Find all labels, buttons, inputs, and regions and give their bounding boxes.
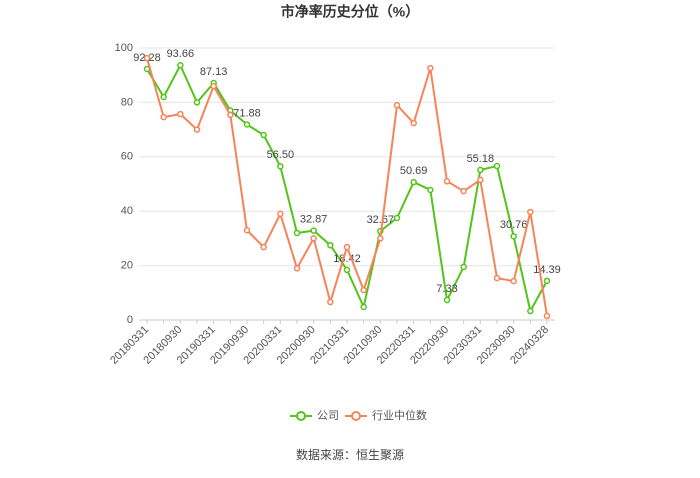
y-tick-label: 60 (121, 151, 133, 163)
legend-marker (296, 411, 306, 421)
point (310, 235, 317, 242)
point (327, 298, 334, 306)
legend-label: 行业中位数 (372, 408, 427, 422)
line (146, 57, 548, 317)
point (277, 210, 284, 218)
point (227, 111, 234, 119)
point (343, 266, 351, 274)
legend-label: 公司 (317, 410, 339, 422)
point (143, 54, 151, 62)
point (477, 166, 484, 174)
point (543, 312, 551, 320)
point (243, 121, 251, 128)
point (260, 131, 267, 139)
point (510, 233, 517, 240)
data-label: 71.88 (233, 107, 261, 119)
data-label: 18.42 (333, 253, 361, 265)
point (177, 110, 184, 118)
point (260, 243, 267, 251)
chart-title: 市净率历史分位（%） (281, 4, 419, 20)
legend-marker (351, 411, 361, 421)
point (527, 307, 534, 315)
data-label: 93.66 (167, 48, 195, 60)
point (177, 61, 184, 69)
point (343, 243, 351, 251)
point (527, 208, 534, 216)
point (410, 119, 417, 127)
point (193, 99, 201, 106)
point (310, 227, 317, 234)
point (210, 82, 217, 90)
data-label: 87.13 (200, 66, 228, 78)
point (327, 241, 334, 249)
data-label: 50.69 (400, 165, 428, 177)
point (443, 178, 451, 185)
point (277, 163, 284, 170)
point (443, 296, 451, 304)
point (377, 235, 384, 242)
point (393, 214, 401, 222)
y-tick-label: 80 (121, 96, 133, 108)
data-label: 32.67 (367, 214, 395, 226)
point (393, 101, 401, 109)
point (360, 303, 367, 311)
point (460, 263, 467, 271)
source: 数据来源：恒生聚源 (296, 447, 404, 462)
point (293, 265, 301, 272)
y-tick-label: 20 (121, 260, 133, 272)
y-tick-label: 100 (115, 42, 133, 54)
point (460, 187, 467, 195)
point (493, 274, 501, 282)
data-label: 30.76 (500, 219, 528, 231)
data-label: 55.18 (467, 153, 495, 165)
data-label: 32.87 (300, 213, 328, 225)
point (360, 286, 367, 294)
y-tick-label: 40 (121, 205, 133, 217)
point (543, 277, 551, 285)
point (193, 126, 201, 133)
point (160, 113, 167, 121)
point (427, 64, 434, 72)
data-label: 56.50 (267, 149, 295, 161)
point (293, 229, 301, 237)
point (427, 186, 434, 194)
data-label: 14.39 (533, 264, 561, 276)
point (160, 93, 167, 101)
point (493, 162, 501, 170)
data-label: 7.33 (436, 283, 457, 295)
point (243, 226, 251, 234)
point (477, 176, 484, 184)
y-tick-label: 0 (127, 314, 133, 326)
point (510, 277, 517, 285)
point (410, 178, 417, 186)
